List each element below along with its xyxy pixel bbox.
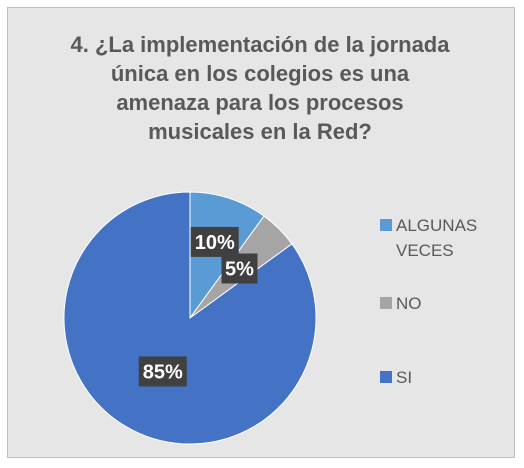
data-label-text: 5% — [225, 259, 254, 281]
legend-label: NO — [396, 294, 422, 313]
legend-swatch — [380, 219, 392, 231]
data-label-box — [221, 253, 258, 284]
data-label-si: 85% — [138, 356, 187, 387]
title-line: única en los colegios es una — [110, 61, 410, 86]
legend-swatch — [380, 371, 392, 383]
legend-line: ALGUNAS — [396, 216, 478, 235]
data-label-box — [190, 226, 239, 257]
data-label-text: 85% — [143, 361, 183, 383]
legend-swatch — [380, 297, 392, 309]
title-line: 4. ¿La implementación de la jornada — [70, 32, 450, 57]
title-line: amenaza para los procesos — [116, 90, 404, 115]
title-line: musicales en la Red? — [148, 119, 372, 144]
legend-label: ALGUNAS VECES — [396, 213, 506, 263]
data-label-text: 10% — [195, 232, 235, 254]
data-label-box — [138, 356, 187, 387]
legend-item-si: SI — [380, 365, 506, 390]
pie-slice-si — [63, 191, 317, 445]
legend-item-no: NO — [380, 291, 506, 316]
legend-line: VECES — [396, 241, 454, 260]
legend-item-algunas-veces: ALGUNAS VECES — [380, 213, 506, 263]
data-label-algunas-veces: 10% — [190, 226, 239, 257]
legend-label: SI — [396, 368, 413, 387]
chart-title: 4. ¿La implementación de la jornada únic… — [40, 30, 480, 146]
data-label-no: 5% — [221, 253, 258, 284]
